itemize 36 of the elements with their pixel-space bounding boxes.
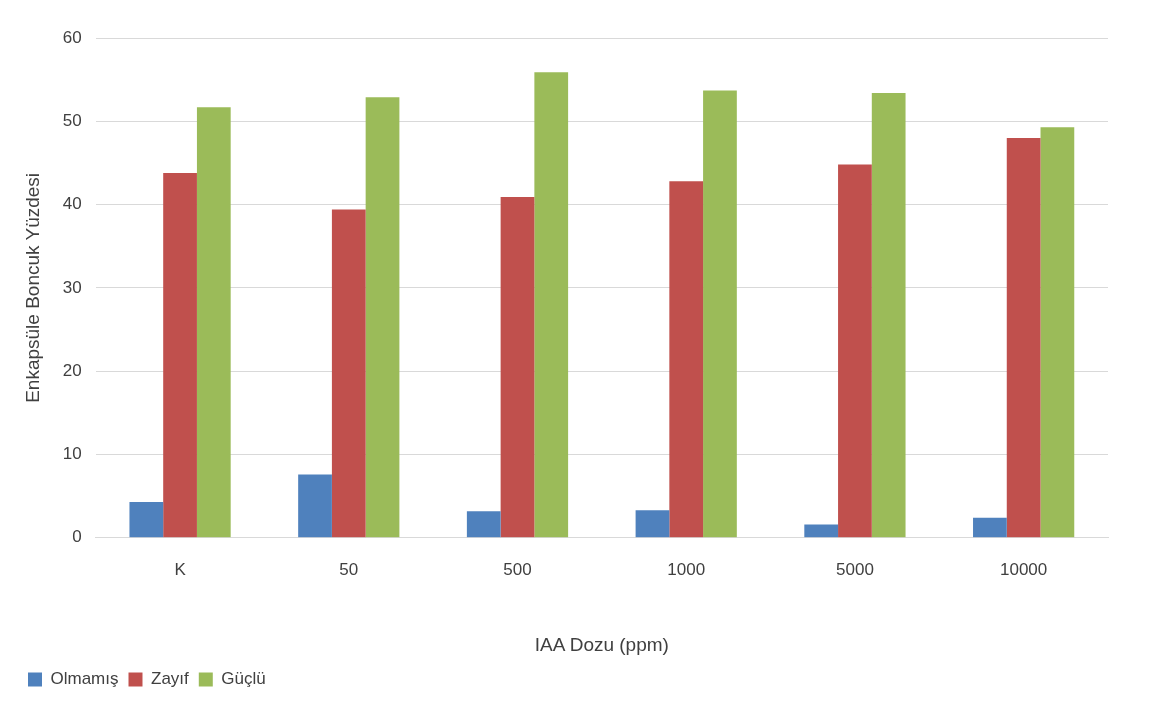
x-tick-label: K (174, 559, 187, 579)
bar (331, 209, 366, 538)
legend-label: Güçlü (221, 669, 266, 689)
x-tick-label: 5000 (836, 559, 874, 579)
legend-label: Zayıf (151, 669, 190, 689)
bar (466, 511, 501, 538)
bar (129, 501, 164, 538)
y-tick-label: 40 (62, 194, 82, 214)
bar (365, 97, 400, 538)
y-tick-label: 10 (62, 444, 82, 464)
y-tick-label: 60 (62, 27, 82, 47)
y-tick-label: 50 (62, 110, 82, 130)
x-axis-title: IAA Dozu (ppm) (534, 633, 669, 655)
bar (1006, 137, 1041, 538)
bar (871, 92, 906, 538)
y-tick-label: 20 (62, 360, 82, 380)
x-tick-label: 1000 (667, 559, 706, 579)
bar (163, 172, 197, 538)
bar (298, 474, 332, 538)
y-tick-label: 30 (62, 277, 82, 297)
bar (669, 181, 704, 538)
bar (804, 524, 839, 538)
y-axis-title: Enkapsüle Boncuk Yüzdesi (21, 172, 43, 403)
x-tick-label: 500 (503, 559, 532, 579)
x-tick-label: 10000 (1000, 559, 1048, 579)
bar (703, 90, 737, 538)
bar (973, 517, 1007, 538)
bar (1040, 127, 1075, 538)
bar (635, 510, 670, 538)
y-tick-label: 0 (72, 527, 82, 547)
bar (534, 72, 569, 538)
bar (500, 197, 535, 538)
x-tick-label: 50 (339, 559, 359, 579)
legend-label: Olmamış (50, 669, 119, 689)
bar (196, 107, 231, 538)
bar (838, 164, 872, 538)
